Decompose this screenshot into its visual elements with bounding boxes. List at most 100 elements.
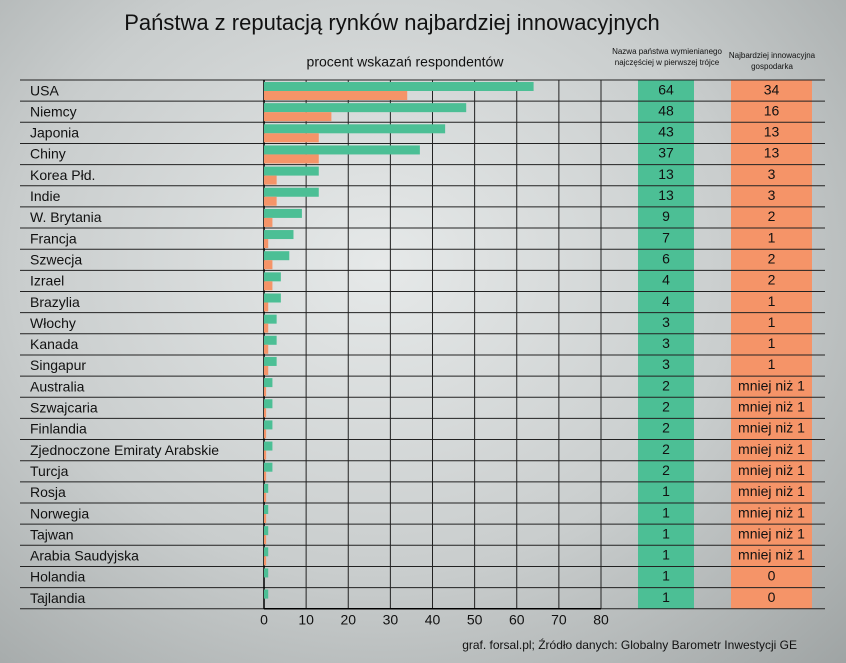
data-label: 2 [662,377,670,393]
x-tick-label: 80 [593,611,609,627]
table-column [638,80,694,609]
y-tick-label: W. Brytania [30,209,102,225]
y-tick-label: Indie [30,188,61,204]
bar [264,514,267,523]
table-column [731,80,812,609]
bar [264,408,267,418]
data-label: mniej niż 1 [738,420,805,436]
x-tick-label: 30 [383,611,399,627]
bar [264,556,267,566]
data-label: 1 [662,568,670,584]
y-tick-label: Finlandia [30,421,87,437]
bar [264,335,277,345]
bar [264,356,277,366]
bar [264,505,269,514]
bar [264,272,281,282]
bar [264,196,277,206]
y-tick-label: Rosja [30,484,66,500]
bar [264,471,267,481]
y-tick-label: Australia [30,378,85,394]
bar [264,124,446,134]
bar [264,82,534,91]
data-label: 1 [662,589,670,605]
data-label: 4 [662,293,670,309]
data-label: 4 [662,272,670,288]
y-tick-label: Turcja [30,463,69,479]
bar [264,251,290,261]
data-label: 2 [662,462,670,478]
y-tick-label: Kanada [30,336,78,352]
chart-subtitle: procent wskazań respondentów [307,54,505,70]
data-label: 37 [658,145,674,161]
data-label: mniej niż 1 [738,525,805,541]
data-label: mniej niż 1 [738,547,805,563]
data-label: 3 [662,356,670,372]
y-tick-label: Szwecja [30,251,82,267]
bar [264,483,269,493]
data-label: 1 [662,547,670,563]
data-label: 0 [768,589,776,605]
data-label: 13 [764,124,780,140]
bar [264,175,277,185]
chart-title: Państwa z reputacją rynków najbardziej i… [124,10,660,35]
bar [264,568,269,578]
data-label: 1 [768,293,776,309]
x-tick-label: 70 [551,611,567,627]
data-label: 2 [662,441,670,457]
bar [264,208,302,218]
bar [264,420,273,430]
y-tick-label: Brazylia [30,294,80,310]
bar [264,589,269,599]
data-label: 1 [768,356,776,372]
data-label: 1 [662,504,670,520]
data-label: 0 [768,568,776,584]
bar [264,314,277,324]
data-label: 13 [764,145,780,161]
source: graf. forsal.pl; Źródło danych: Globalny… [462,637,797,652]
data-label: 6 [662,250,670,266]
bar [264,462,273,472]
bar [264,293,281,303]
y-tick-label: Tajwan [30,526,74,542]
data-label: 1 [768,229,776,245]
x-tick-label: 20 [340,611,356,627]
bar [264,526,269,536]
y-tick-label: Japonia [30,125,79,141]
data-label: 1 [768,335,776,351]
bar [264,547,269,557]
bar [264,450,267,460]
bar [264,230,294,240]
bar [264,323,269,333]
bar [264,145,420,155]
y-tick-label: Francja [30,230,77,246]
bar [264,344,269,354]
data-label: mniej niż 1 [738,462,805,478]
bar [264,492,267,502]
data-label: 3 [768,166,776,182]
data-label: 9 [662,208,670,224]
y-tick-label: USA [30,82,59,98]
data-label: 2 [662,420,670,436]
y-tick-label: Arabia Saudyjska [30,548,139,564]
bar [264,103,467,113]
x-tick-label: 60 [509,611,525,627]
bar [264,365,269,375]
data-label: 13 [658,187,674,203]
data-label: 34 [764,81,780,97]
data-label: 64 [658,81,674,97]
data-label: 3 [662,335,670,351]
bar [264,166,319,176]
data-label: 13 [658,166,674,182]
data-label: mniej niż 1 [738,483,805,499]
y-tick-label: Włochy [30,315,76,331]
bar [264,187,319,197]
bar [264,133,319,143]
x-tick-label: 0 [260,611,268,627]
data-label: mniej niż 1 [738,377,805,393]
bar [264,91,408,100]
data-label: 2 [662,399,670,415]
y-tick-label: Tajlandia [30,590,85,606]
data-label: 7 [662,229,670,245]
data-label: 16 [764,102,780,118]
